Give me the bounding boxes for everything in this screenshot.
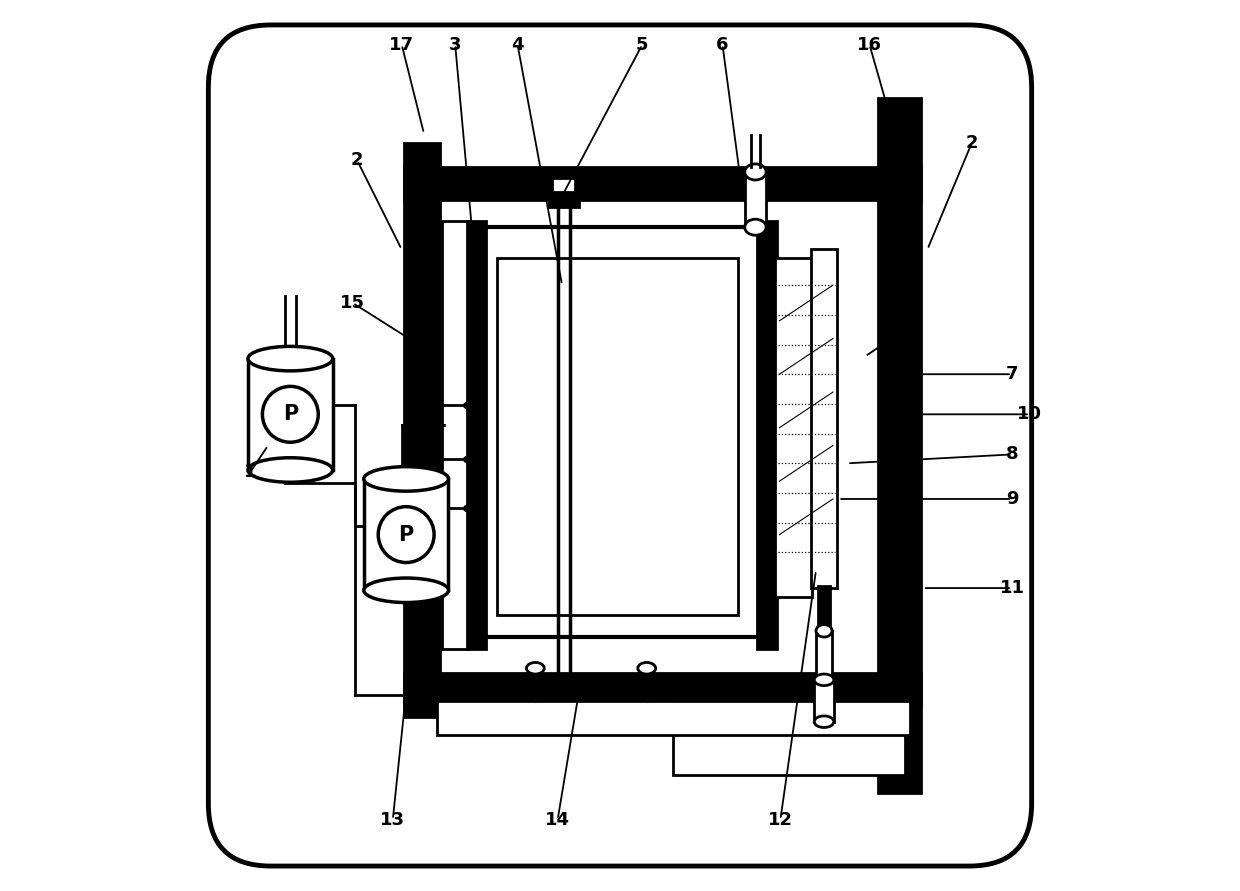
- Bar: [811, 249, 837, 588]
- Bar: [248, 358, 332, 470]
- Ellipse shape: [745, 219, 766, 235]
- Ellipse shape: [816, 625, 832, 637]
- Bar: [549, 187, 579, 207]
- Ellipse shape: [248, 458, 332, 482]
- Ellipse shape: [745, 164, 766, 180]
- Bar: [485, 227, 761, 637]
- Ellipse shape: [815, 674, 833, 686]
- Text: 5: 5: [636, 36, 649, 53]
- Text: 7: 7: [1006, 365, 1018, 383]
- Bar: [815, 680, 833, 722]
- Bar: [466, 221, 486, 649]
- Text: 3: 3: [449, 36, 461, 53]
- Bar: [497, 258, 738, 615]
- Ellipse shape: [363, 578, 449, 602]
- Text: 15: 15: [340, 294, 366, 312]
- Bar: [404, 673, 921, 704]
- Circle shape: [378, 507, 434, 562]
- Bar: [745, 172, 766, 227]
- Bar: [404, 167, 921, 200]
- Text: 17: 17: [389, 36, 414, 53]
- Bar: [363, 479, 449, 590]
- Bar: [775, 258, 812, 597]
- Bar: [441, 221, 469, 649]
- Text: 16: 16: [857, 36, 882, 53]
- Ellipse shape: [527, 663, 544, 674]
- Ellipse shape: [637, 663, 656, 674]
- Ellipse shape: [363, 467, 449, 491]
- Bar: [404, 143, 440, 717]
- Ellipse shape: [248, 347, 332, 371]
- Bar: [552, 178, 575, 192]
- Text: 11: 11: [999, 579, 1024, 597]
- Circle shape: [263, 387, 319, 442]
- Text: P: P: [398, 525, 414, 544]
- Text: 8: 8: [1006, 446, 1018, 463]
- Bar: [438, 701, 910, 735]
- Bar: [818, 586, 831, 633]
- Bar: [816, 631, 832, 682]
- Text: 10: 10: [1017, 405, 1043, 423]
- Text: 2: 2: [966, 134, 978, 151]
- Text: P: P: [283, 405, 298, 424]
- FancyBboxPatch shape: [208, 25, 1032, 866]
- Text: 13: 13: [381, 811, 405, 829]
- Text: 14: 14: [546, 811, 570, 829]
- Text: 2: 2: [351, 151, 363, 169]
- Text: 9: 9: [1006, 490, 1018, 508]
- Bar: [758, 221, 776, 649]
- Text: 12: 12: [768, 811, 792, 829]
- Text: 1: 1: [244, 463, 257, 481]
- Text: 4: 4: [511, 36, 523, 53]
- Bar: [878, 98, 921, 793]
- Text: 6: 6: [717, 36, 729, 53]
- Bar: [673, 699, 905, 775]
- Ellipse shape: [815, 716, 833, 727]
- Text: 14: 14: [893, 321, 918, 339]
